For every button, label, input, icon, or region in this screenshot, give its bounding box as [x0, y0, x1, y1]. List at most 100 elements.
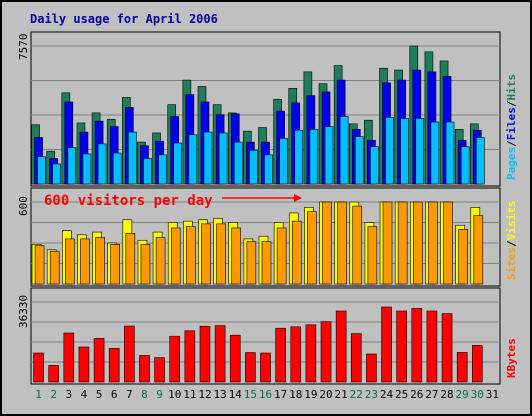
bar-sites-30: [473, 215, 484, 285]
bar-sites-1: [34, 245, 45, 285]
bar-kbytes-22: [350, 333, 362, 383]
x-tick-label-14: 14: [229, 388, 243, 401]
bar-pages-11: [188, 134, 198, 185]
bar-pages-3: [67, 147, 77, 185]
x-tick-label-31: 31: [486, 388, 499, 401]
bar-pages-5: [97, 143, 107, 185]
bar-kbytes-19: [305, 324, 317, 383]
bar-sites-22: [352, 205, 363, 285]
x-tick-label-1: 1: [35, 388, 42, 401]
x-tick-label-11: 11: [183, 388, 196, 401]
bar-sites-3: [65, 238, 75, 285]
bar-pages-13: [218, 132, 228, 185]
x-tick-label-15: 15: [244, 388, 257, 401]
x-tick-label-3: 3: [66, 388, 73, 401]
bar-sites-7: [125, 233, 136, 285]
bar-kbytes-28: [441, 313, 453, 383]
x-tick-label-17: 17: [274, 388, 287, 401]
panel-kbytes: 36330 KBytes: [17, 287, 518, 385]
bar-kbytes-3: [63, 332, 75, 383]
legend-kbytes: KBytes: [505, 338, 518, 378]
x-tick-label-18: 18: [289, 388, 302, 401]
bar-pages-15: [249, 149, 258, 185]
x-tick-label-27: 27: [425, 388, 438, 401]
bar-sites-29: [458, 229, 468, 285]
legend-hits-files-pages: Pages/Files/Hits: [505, 74, 518, 180]
bar-pages-10: [173, 142, 183, 185]
chart-title: Daily usage for April 2006: [30, 12, 218, 26]
bar-kbytes-13: [214, 325, 226, 383]
bar-sites-5: [95, 237, 105, 285]
bar-pages-8: [143, 158, 152, 185]
bar-sites-18: [291, 220, 302, 285]
bar-kbytes-29: [456, 352, 468, 383]
bar-kbytes-6: [108, 348, 120, 383]
bar-kbytes-2: [48, 365, 59, 383]
bar-pages-26: [415, 118, 425, 185]
bar-sites-23: [367, 226, 378, 285]
bar-sites-13: [216, 223, 226, 285]
legend-item: /: [505, 140, 518, 147]
x-tick-label-10: 10: [168, 388, 181, 401]
bar-kbytes-12: [199, 325, 211, 383]
bar-sites-12: [201, 223, 211, 285]
x-tick-label-4: 4: [81, 388, 88, 401]
x-tick-label-30: 30: [471, 388, 484, 401]
x-tick-label-19: 19: [304, 388, 317, 401]
x-tick-label-24: 24: [380, 388, 394, 401]
x-tick-label-20: 20: [319, 388, 332, 401]
x-tick-label-23: 23: [365, 388, 378, 401]
bar-sites-2: [49, 250, 60, 285]
bar-pages-21: [339, 116, 349, 185]
bar-kbytes-25: [396, 310, 407, 383]
bar-kbytes-10: [169, 335, 181, 383]
bar-sites-14: [231, 227, 242, 285]
bar-kbytes-20: [320, 321, 332, 383]
bar-pages-30: [476, 137, 485, 185]
bar-pages-14: [233, 141, 243, 185]
bar-pages-12: [203, 131, 213, 185]
bar-sites-17: [276, 227, 287, 285]
bar-pages-4: [82, 153, 92, 185]
bar-kbytes-11: [184, 330, 196, 383]
bar-pages-19: [309, 129, 319, 185]
bar-sites-26: [412, 201, 423, 285]
legend-item: Sites: [505, 247, 518, 280]
y-max-label: 36330: [17, 295, 30, 328]
x-tick-label-21: 21: [335, 388, 348, 401]
bar-kbytes-14: [229, 334, 241, 383]
bar-kbytes-16: [260, 352, 271, 383]
bar-sites-9: [155, 237, 166, 285]
bar-pages-6: [112, 152, 122, 185]
x-tick-label-12: 12: [198, 388, 211, 401]
bar-sites-21: [337, 201, 347, 285]
bar-kbytes-26: [411, 308, 423, 383]
x-tick-label-16: 16: [259, 388, 272, 401]
bar-pages-23: [370, 146, 379, 185]
bar-pages-16: [264, 154, 273, 185]
bar-kbytes-1: [33, 352, 44, 383]
x-tick-label-5: 5: [96, 388, 103, 401]
bar-sites-15: [246, 241, 257, 285]
bar-kbytes-8: [139, 355, 150, 383]
bar-sites-19: [307, 211, 317, 285]
bar-kbytes-15: [245, 352, 256, 383]
panel-visits-sites: 600 Sites/Visits: [17, 187, 518, 287]
annotation-text: 600 visitors per day: [44, 193, 213, 209]
bar-kbytes-7: [124, 325, 135, 383]
x-tick-label-8: 8: [141, 388, 148, 401]
bar-pages-7: [128, 131, 137, 185]
bar-pages-2: [52, 163, 61, 185]
bar-kbytes-4: [78, 346, 90, 383]
bar-pages-17: [279, 138, 288, 185]
legend-item: Pages: [505, 147, 518, 180]
bar-pages-9: [158, 154, 167, 185]
bar-kbytes-21: [335, 310, 347, 383]
annotation-arrow-head: [294, 194, 302, 202]
x-tick-label-26: 26: [410, 388, 423, 401]
x-tick-label-9: 9: [156, 388, 163, 401]
x-tick-label-6: 6: [111, 388, 118, 401]
y-max-label: 600: [17, 196, 30, 216]
